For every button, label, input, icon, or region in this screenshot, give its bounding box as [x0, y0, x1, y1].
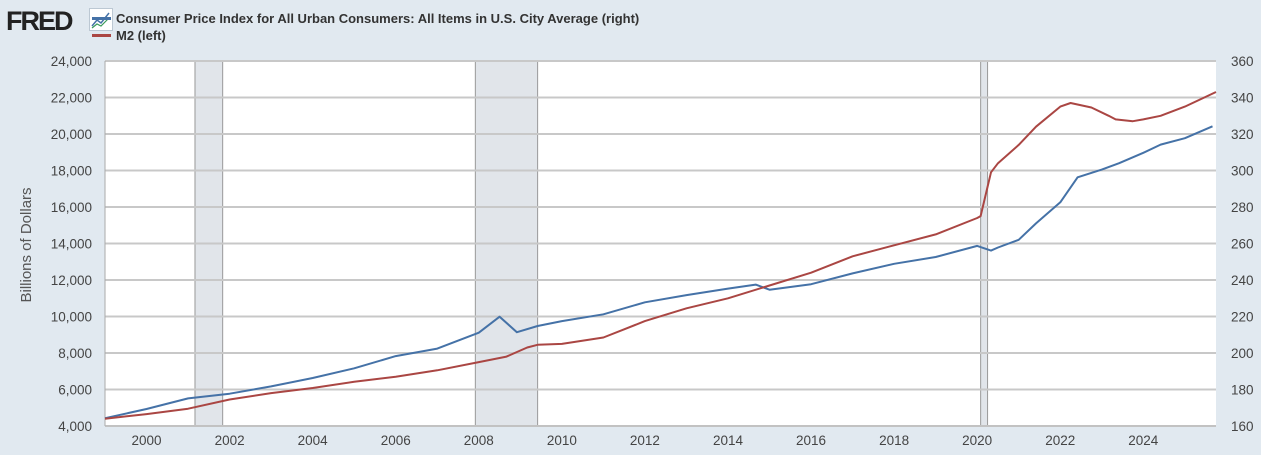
legend-swatch-m2 [92, 34, 111, 37]
series-line-m2 [104, 91, 1217, 420]
y-tick-label-right: 300 [1231, 164, 1254, 179]
x-tick-label: 2004 [298, 433, 329, 448]
y-tick-label-left: 24,000 [51, 54, 92, 69]
y-tick-label-right: 220 [1231, 310, 1254, 325]
x-tick-label: 2018 [879, 433, 909, 448]
x-tick-label: 2014 [713, 433, 744, 448]
x-tick-label: 2010 [547, 433, 577, 448]
y-tick-label-left: 10,000 [51, 310, 92, 325]
y-tick-label-left: 22,000 [51, 91, 92, 106]
x-tick-label: 2020 [962, 433, 992, 448]
legend-item-m2[interactable]: M2 (left) [92, 28, 166, 43]
x-tick-label: 2006 [381, 433, 411, 448]
legend-item-cpi[interactable]: Consumer Price Index for All Urban Consu… [92, 11, 639, 26]
y-tick-label-right: 340 [1231, 91, 1254, 106]
x-tick-label: 2024 [1128, 433, 1159, 448]
y-tick-label-right: 360 [1231, 54, 1254, 69]
legend-label-m2: M2 (left) [116, 28, 166, 43]
y-tick-label-right: 260 [1231, 237, 1254, 252]
y-tick-label-right: 160 [1231, 419, 1254, 434]
fred-logo[interactable]: FRED [6, 6, 73, 36]
y-tick-label-left: 16,000 [51, 200, 92, 215]
y-tick-label-right: 240 [1231, 273, 1254, 288]
x-tick-label: 2008 [464, 433, 494, 448]
y-tick-label-left: 12,000 [51, 273, 92, 288]
x-tick-label: 2016 [796, 433, 826, 448]
series-line-cpi [104, 125, 1213, 420]
x-tick-label: 2002 [215, 433, 245, 448]
y-tick-label-left: 8,000 [58, 346, 92, 361]
y-tick-label-right: 320 [1231, 127, 1254, 142]
y-tick-label-left: 14,000 [51, 237, 92, 252]
x-tick-label: 2022 [1045, 433, 1075, 448]
y-tick-label-left: 18,000 [51, 164, 92, 179]
legend-swatch-cpi [92, 17, 111, 20]
x-tick-label: 2000 [132, 433, 162, 448]
y-tick-label-right: 280 [1231, 200, 1254, 215]
y-axis-label-left: Billions of Dollars [18, 187, 35, 302]
y-tick-label-left: 4,000 [58, 419, 92, 434]
y-tick-label-left: 6,000 [58, 383, 92, 398]
y-tick-label-left: 20,000 [51, 127, 92, 142]
x-tick-label: 2012 [630, 433, 660, 448]
legend-label-cpi: Consumer Price Index for All Urban Consu… [116, 11, 640, 26]
y-tick-label-right: 200 [1231, 346, 1254, 361]
y-tick-label-right: 180 [1231, 383, 1254, 398]
